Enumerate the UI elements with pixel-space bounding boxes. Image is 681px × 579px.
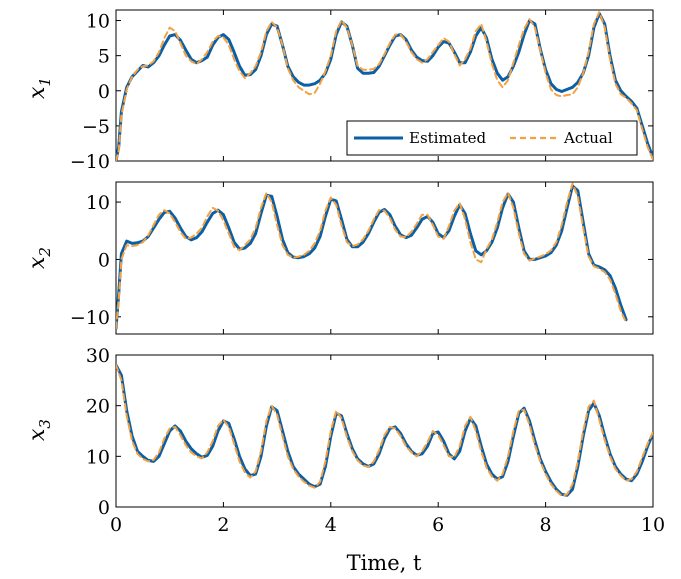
y-tick-label: −10 [70, 151, 110, 173]
legend-label-estimated: Estimated [409, 129, 487, 147]
x-tick-label: 8 [540, 514, 552, 536]
y-tick-label: −5 [82, 116, 110, 138]
y-tick-label: 10 [86, 192, 110, 214]
panel-x2: −10 0 10 x2 [25, 181, 654, 335]
x-tick-label: 10 [641, 514, 665, 536]
plot-frame [115, 181, 654, 335]
series-lines [116, 182, 628, 330]
y-tick-label: 5 [98, 46, 110, 68]
legend: Estimated Actual [346, 120, 638, 156]
series-lines [116, 11, 653, 161]
y-tick-label: 0 [98, 81, 110, 103]
y-tick-label: −10 [70, 307, 110, 329]
series-line-actual [116, 364, 653, 497]
series-line-estimated [116, 363, 653, 497]
x-tick-label: 4 [325, 514, 337, 536]
y-ticks: 0 10 20 30 [86, 345, 654, 519]
x-tick-label: 2 [217, 514, 229, 536]
y-ticks: −10 −5 0 5 10 [70, 10, 654, 173]
y-axis-label: x3 [25, 419, 54, 441]
x-ticks: 0 2 4 6 8 10 [110, 514, 665, 536]
series-line-estimated [116, 184, 628, 330]
series-lines [116, 363, 653, 497]
y-axis-label: x1 [25, 77, 54, 99]
plot-frame [115, 9, 654, 162]
x-tick-label: 0 [110, 514, 122, 536]
y-tick-label: 10 [86, 446, 110, 468]
x-axis-label: Time, t [347, 551, 422, 575]
y-tick-label: 0 [98, 497, 110, 519]
y-tick-label: 20 [86, 396, 110, 418]
y-tick-label: 30 [86, 345, 110, 367]
panel-x3: 0 10 20 30 0 2 4 6 8 10 x3 Time, t [25, 345, 665, 575]
panel-x1: −10 −5 0 5 10 x1 Estimated Actual [25, 9, 654, 173]
y-axis-label: x2 [25, 247, 54, 269]
y-tick-label: 10 [86, 11, 110, 33]
plot-frame [115, 354, 654, 508]
series-line-actual [116, 11, 653, 161]
x-tick-label: 6 [432, 514, 444, 536]
series-line-actual [116, 182, 628, 330]
y-tick-label: 0 [98, 249, 110, 271]
y-ticks: −10 0 10 [70, 182, 654, 334]
legend-label-actual: Actual [563, 129, 613, 147]
